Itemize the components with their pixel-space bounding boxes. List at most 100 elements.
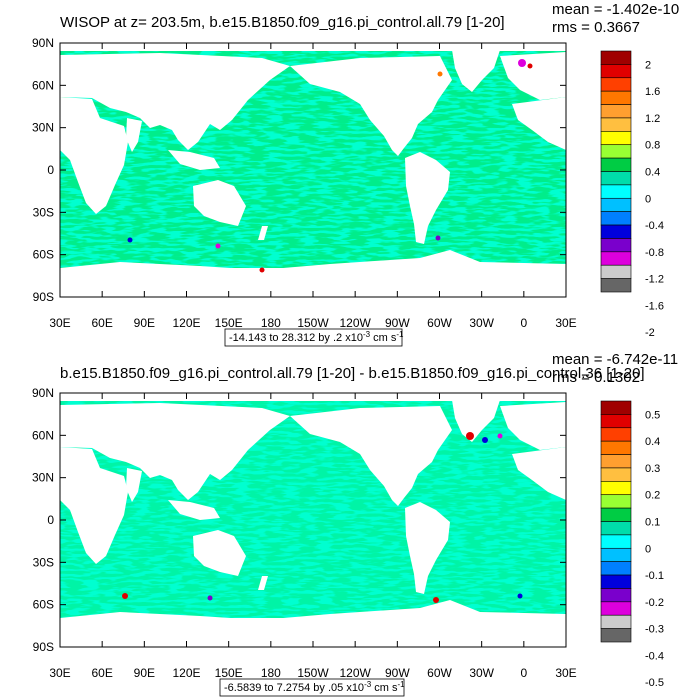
colorbar-swatch (600, 547, 632, 562)
panel-top: WISOP at z= 203.5m, b.e15.B1850.f09_g16.… (32, 1, 679, 347)
x-tick-label: 0 (520, 666, 527, 680)
colorbar-label: -0.3 (645, 624, 664, 636)
land-greenland (452, 50, 500, 92)
land-eurasia (60, 403, 290, 500)
hotspot (433, 597, 439, 603)
colorbar-swatch (600, 104, 632, 119)
colorbar-label: 0 (645, 193, 651, 205)
hotspot (259, 267, 265, 273)
x-tick-label: 60E (91, 666, 112, 680)
x-tick-label: 180 (261, 666, 281, 680)
x-tick-label: 180 (261, 316, 281, 330)
colorbar-swatch (600, 197, 632, 212)
colorbar-swatch (600, 211, 632, 226)
colorbar-swatch (600, 454, 632, 469)
x-tick-label: 30E (49, 666, 70, 680)
x-tick-label: 120W (339, 316, 371, 330)
colorbar-swatch (600, 400, 632, 415)
x-tick-label: 30W (469, 666, 494, 680)
colorbar-label: -0.5 (645, 677, 664, 689)
land-india (126, 468, 142, 502)
hotspot (435, 235, 441, 241)
colorbar-swatch (600, 90, 632, 105)
x-tick-label: 30E (49, 316, 70, 330)
colorbar-swatch (600, 184, 632, 199)
colorbar-swatch (600, 574, 632, 589)
land-masks (60, 393, 566, 647)
hotspots (127, 59, 533, 273)
x-tick-label: 0 (520, 316, 527, 330)
x-tick-label: 150E (215, 316, 243, 330)
y-tick-label: 90N (32, 36, 54, 50)
hotspot (518, 59, 526, 67)
rms-stat: rms = 0.1302 (552, 369, 640, 386)
colorbar-label: -0.1 (645, 570, 664, 582)
axes: 30E 60E 90E 120E 150E 180 150W 120W 90W 60W 30W 0 30… (32, 36, 577, 330)
colorbar-label: 2 (645, 59, 651, 71)
land-indonesia (168, 500, 220, 520)
land-greenland (452, 400, 500, 442)
range-box: -14.143 to 28.312 by .2 x10-3 cm s-1 (224, 328, 404, 347)
x-tick-label: 150W (297, 666, 329, 680)
land-africa-east (512, 97, 566, 150)
x-tick-label: 150W (297, 316, 329, 330)
x-tick-label: 60E (91, 316, 112, 330)
land-eurasia (60, 53, 290, 150)
colorbar-swatch (600, 628, 632, 643)
hotspots (122, 432, 523, 603)
y-tick-label: 30N (32, 121, 54, 135)
land-north-america (290, 406, 452, 506)
x-tick-label: 120E (172, 666, 200, 680)
hotspot (122, 593, 128, 599)
colorbar-swatch (600, 440, 632, 455)
x-tick-label: 30E (555, 666, 576, 680)
hotspot (517, 593, 523, 599)
panel-title: b.e15.B1850.f09_g16.pi_control.all.79 [1… (60, 365, 645, 382)
colorbar-swatch (600, 588, 632, 603)
rms-stat: rms = 0.3667 (552, 19, 640, 36)
x-tick-label: 120E (172, 316, 200, 330)
colorbar-label: 1.6 (645, 86, 660, 98)
hotspot (466, 432, 474, 440)
colorbar-label: -0.4 (645, 220, 664, 232)
map-field (60, 43, 566, 297)
colorbar-swatch (600, 601, 632, 616)
land-antarctica-edge (60, 250, 566, 270)
x-tick-label: 90E (134, 666, 155, 680)
x-tick-label: 60W (427, 666, 452, 680)
hotspot (482, 437, 488, 443)
range-box-frame (224, 328, 403, 347)
colorbar-swatch (600, 481, 632, 496)
colorbar-swatch (600, 117, 632, 132)
colorbar-label: 0 (645, 543, 651, 555)
colorbar-label: -0.4 (645, 650, 664, 662)
y-tick-label: 90N (32, 386, 54, 400)
y-tick-label: 30N (32, 471, 54, 485)
y-tick-label: 90S (33, 290, 54, 304)
colorbar-label: -0.2 (645, 597, 664, 609)
x-tick-label: 30W (469, 316, 494, 330)
range-label: -14.143 to 28.312 by .2 x10-3 cm s-1 (229, 330, 404, 344)
colorbar-label: 0.1 (645, 517, 660, 529)
y-tick-label: 30S (33, 205, 54, 219)
colorbar-label: 1.2 (645, 113, 660, 125)
land-south-america (405, 502, 450, 594)
map-field (60, 393, 566, 647)
colorbar-label: 0.4 (645, 436, 660, 448)
x-tick-label: 30E (555, 316, 576, 330)
colorbar: 2 1.6 1.2 0.8 0.4 0 -0.4 -0.8 -1.2 -1.6 -2 (600, 50, 664, 339)
colorbar-swatch (600, 157, 632, 172)
mean-stat: mean = -1.402e-10 (552, 1, 679, 18)
x-tick-label: 90W (385, 316, 410, 330)
y-tick-label: 60S (33, 248, 54, 262)
land-europe (500, 402, 566, 450)
colorbar-swatch (600, 427, 632, 442)
range-box: -6.5839 to 7.2754 by .05 x10-3 cm s-1 (219, 678, 405, 697)
colorbar-swatch (600, 171, 632, 186)
x-tick-label: 60W (427, 316, 452, 330)
y-tick-label: 0 (47, 163, 54, 177)
colorbar-label: -2 (645, 327, 655, 339)
land-australia (193, 530, 246, 576)
colorbar-label: 0.4 (645, 167, 660, 179)
